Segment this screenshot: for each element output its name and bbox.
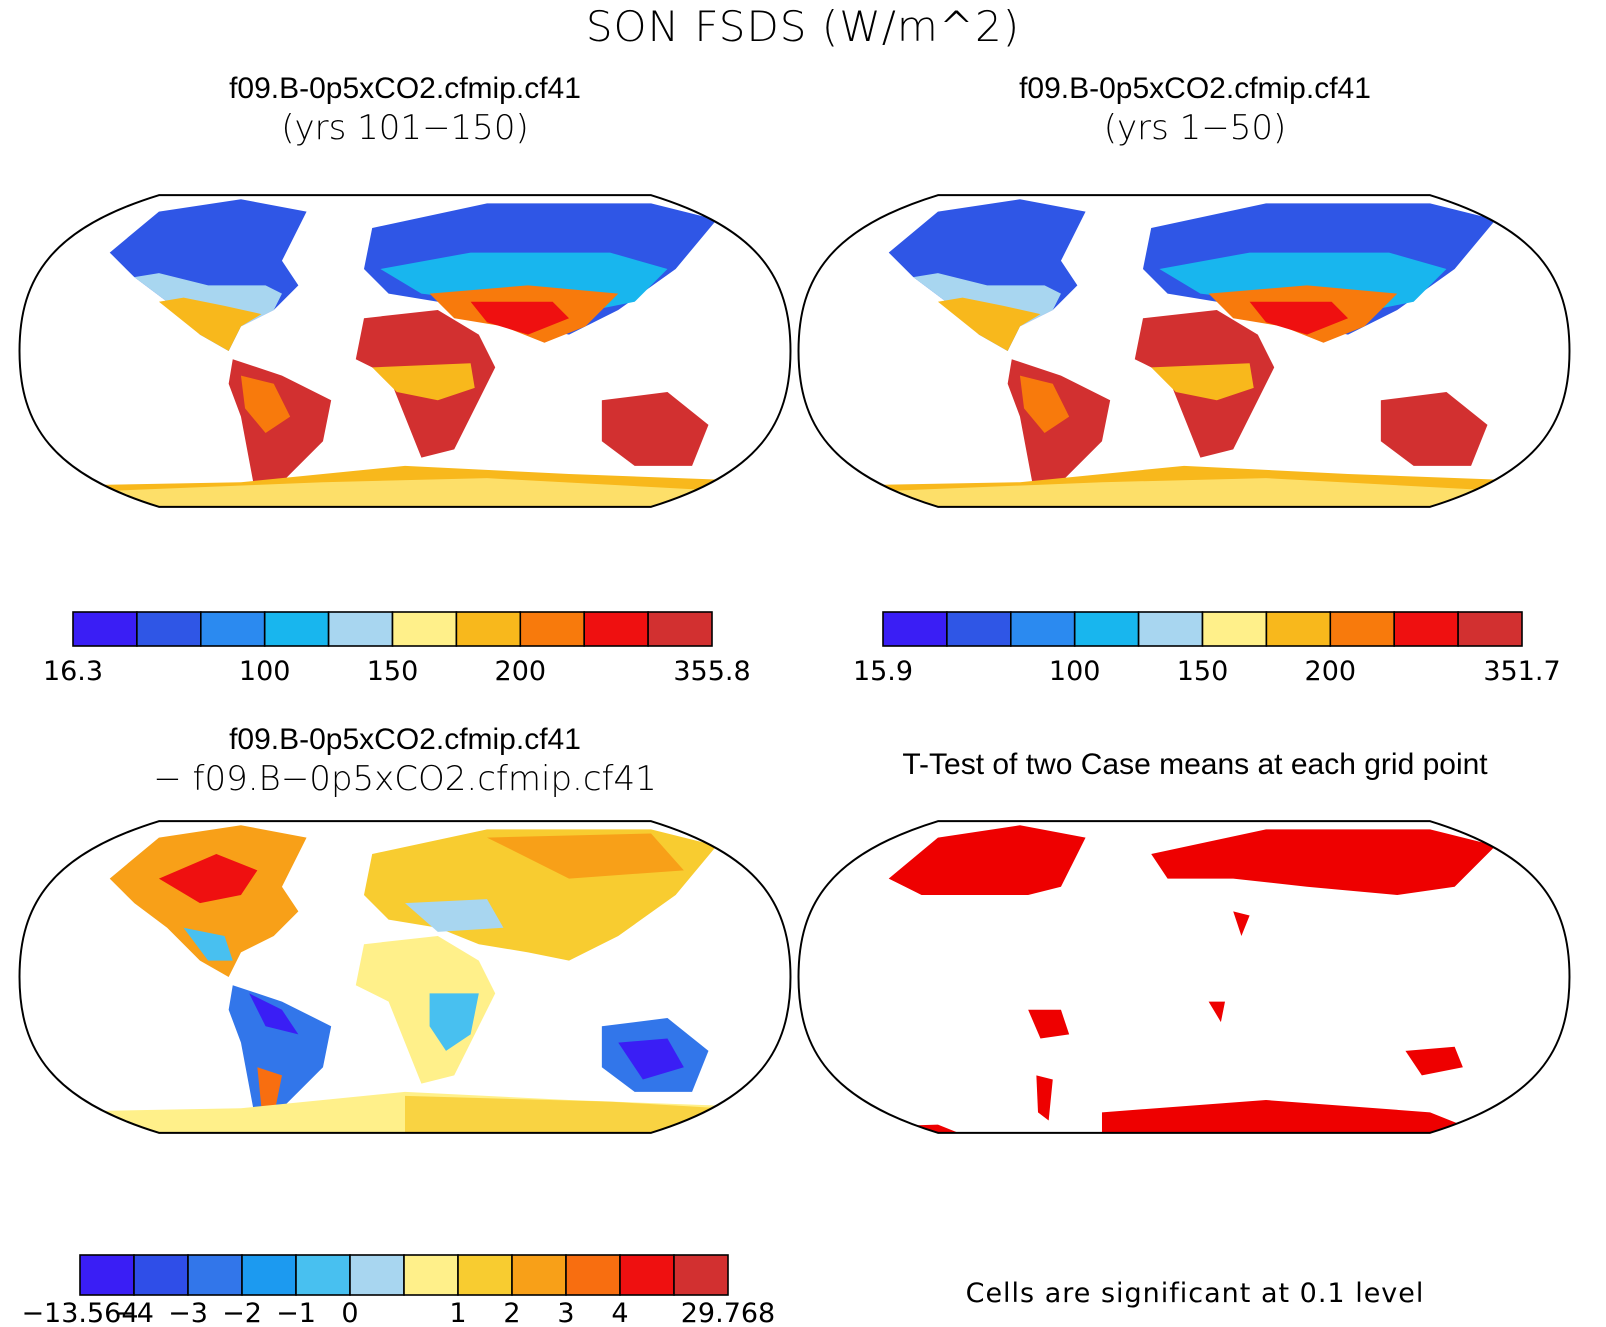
colorbar-tick-label: 150 xyxy=(1177,656,1229,687)
colorbar-tick-label: 1 xyxy=(449,1298,466,1327)
colorbar-difference: −13.564−4 −3 −2 −1 0 1 2 3 4 29.768 xyxy=(21,1254,775,1327)
colorbar-tick-label: 16.3 xyxy=(43,656,103,687)
colorbar-swatch xyxy=(1201,611,1268,647)
map-case1 xyxy=(18,194,792,508)
colorbar-tick-label: 2 xyxy=(503,1298,520,1327)
panel-title-ttest: T-Test of two Case means at each grid po… xyxy=(810,748,1580,782)
map-difference xyxy=(18,820,792,1134)
colorbar-tick-label: 0 xyxy=(341,1298,358,1327)
colorbar-swatch xyxy=(295,1254,351,1296)
case2-name: f09.B-0p5xCO2.cfmip.cf41 xyxy=(1019,72,1371,105)
colorbar-swatch xyxy=(511,1254,567,1296)
colorbar-swatch xyxy=(72,611,138,647)
colorbar-swatch xyxy=(1073,611,1140,647)
colorbar-swatch xyxy=(647,611,713,647)
colorbar-tick-label: −2 xyxy=(222,1298,262,1327)
panel-title-difference: f09.B-0p5xCO2.cfmip.cf41 − f09.B−0p5xCO2… xyxy=(20,723,790,799)
colorbar-tick-label: 100 xyxy=(239,656,291,687)
colorbar-tick-label: 4 xyxy=(611,1298,628,1327)
colorbar-swatch xyxy=(1393,611,1459,647)
colorbar-swatch xyxy=(263,611,330,647)
colorbar-tick-label: 15.9 xyxy=(853,656,913,687)
colorbar-swatch xyxy=(882,611,948,647)
significance-note: Cells are significant at 0.1 level xyxy=(965,1278,1425,1309)
colorbar-swatch xyxy=(583,611,649,647)
colorbar-swatch xyxy=(1265,611,1332,647)
colorbar-swatch xyxy=(133,1254,189,1296)
colorbar-tick-label: 200 xyxy=(495,656,547,687)
colorbar-case2: 15.9 100 150 200 351.7 xyxy=(853,611,1561,687)
map-case2 xyxy=(797,194,1571,508)
colorbar-swatch xyxy=(200,611,266,647)
case1-name: f09.B-0p5xCO2.cfmip.cf41 xyxy=(229,72,581,105)
colorbar-swatch xyxy=(946,611,1012,647)
colorbar-swatch xyxy=(349,1254,405,1296)
colorbar-swatch xyxy=(391,611,458,647)
colorbar-swatch xyxy=(187,1254,243,1296)
panel-title-case2: f09.B-0p5xCO2.cfmip.cf41 (yrs 1−50) xyxy=(810,72,1580,148)
colorbar-case1: 16.3 100 150 200 355.8 xyxy=(43,611,751,687)
difference-case-a: f09.B-0p5xCO2.cfmip.cf41 xyxy=(229,723,581,756)
colorbar-swatch xyxy=(1329,611,1396,647)
colorbar-tick-label: 351.7 xyxy=(1483,656,1560,687)
colorbar-tick-label: −13.564 xyxy=(21,1298,138,1327)
colorbar-swatch xyxy=(565,1254,621,1296)
figure-title: SON FSDS (W/m^2) xyxy=(585,2,1021,51)
colorbar-swatch xyxy=(1457,611,1523,647)
colorbar-swatch xyxy=(519,611,585,647)
colorbar-tick-label: 200 xyxy=(1305,656,1357,687)
colorbar-swatch xyxy=(79,1254,135,1296)
colorbar-tick-label: 355.8 xyxy=(673,656,750,687)
colorbar-swatch xyxy=(673,1254,729,1296)
colorbar-tick-label: 150 xyxy=(367,656,419,687)
colorbar-swatch xyxy=(241,1254,297,1296)
colorbar-swatch xyxy=(455,611,522,647)
colorbar-tick-label: −4 xyxy=(114,1298,154,1327)
colorbar-swatch xyxy=(327,611,394,647)
colorbar-tick-label: 3 xyxy=(557,1298,574,1327)
case1-years: (yrs 101−150) xyxy=(281,108,529,148)
colorbar-tick-label: −1 xyxy=(276,1298,316,1327)
colorbar-swatch xyxy=(1137,611,1204,647)
colorbar-tick-label: 29.768 xyxy=(681,1298,775,1327)
colorbar-swatch xyxy=(619,1254,675,1296)
colorbar-swatch xyxy=(1009,611,1076,647)
ttest-title: T-Test of two Case means at each grid po… xyxy=(902,748,1488,781)
difference-case-b: − f09.B−0p5xCO2.cfmip.cf41 xyxy=(153,759,657,799)
colorbar-tick-label: −3 xyxy=(168,1298,208,1327)
panel-title-case1: f09.B-0p5xCO2.cfmip.cf41 (yrs 101−150) xyxy=(20,72,790,148)
case2-years: (yrs 1−50) xyxy=(1103,108,1287,148)
colorbar-swatch xyxy=(136,611,202,647)
colorbar-swatch xyxy=(457,1254,513,1296)
map-ttest xyxy=(797,820,1571,1134)
colorbar-tick-label: 100 xyxy=(1049,656,1101,687)
colorbar-swatch xyxy=(403,1254,459,1296)
